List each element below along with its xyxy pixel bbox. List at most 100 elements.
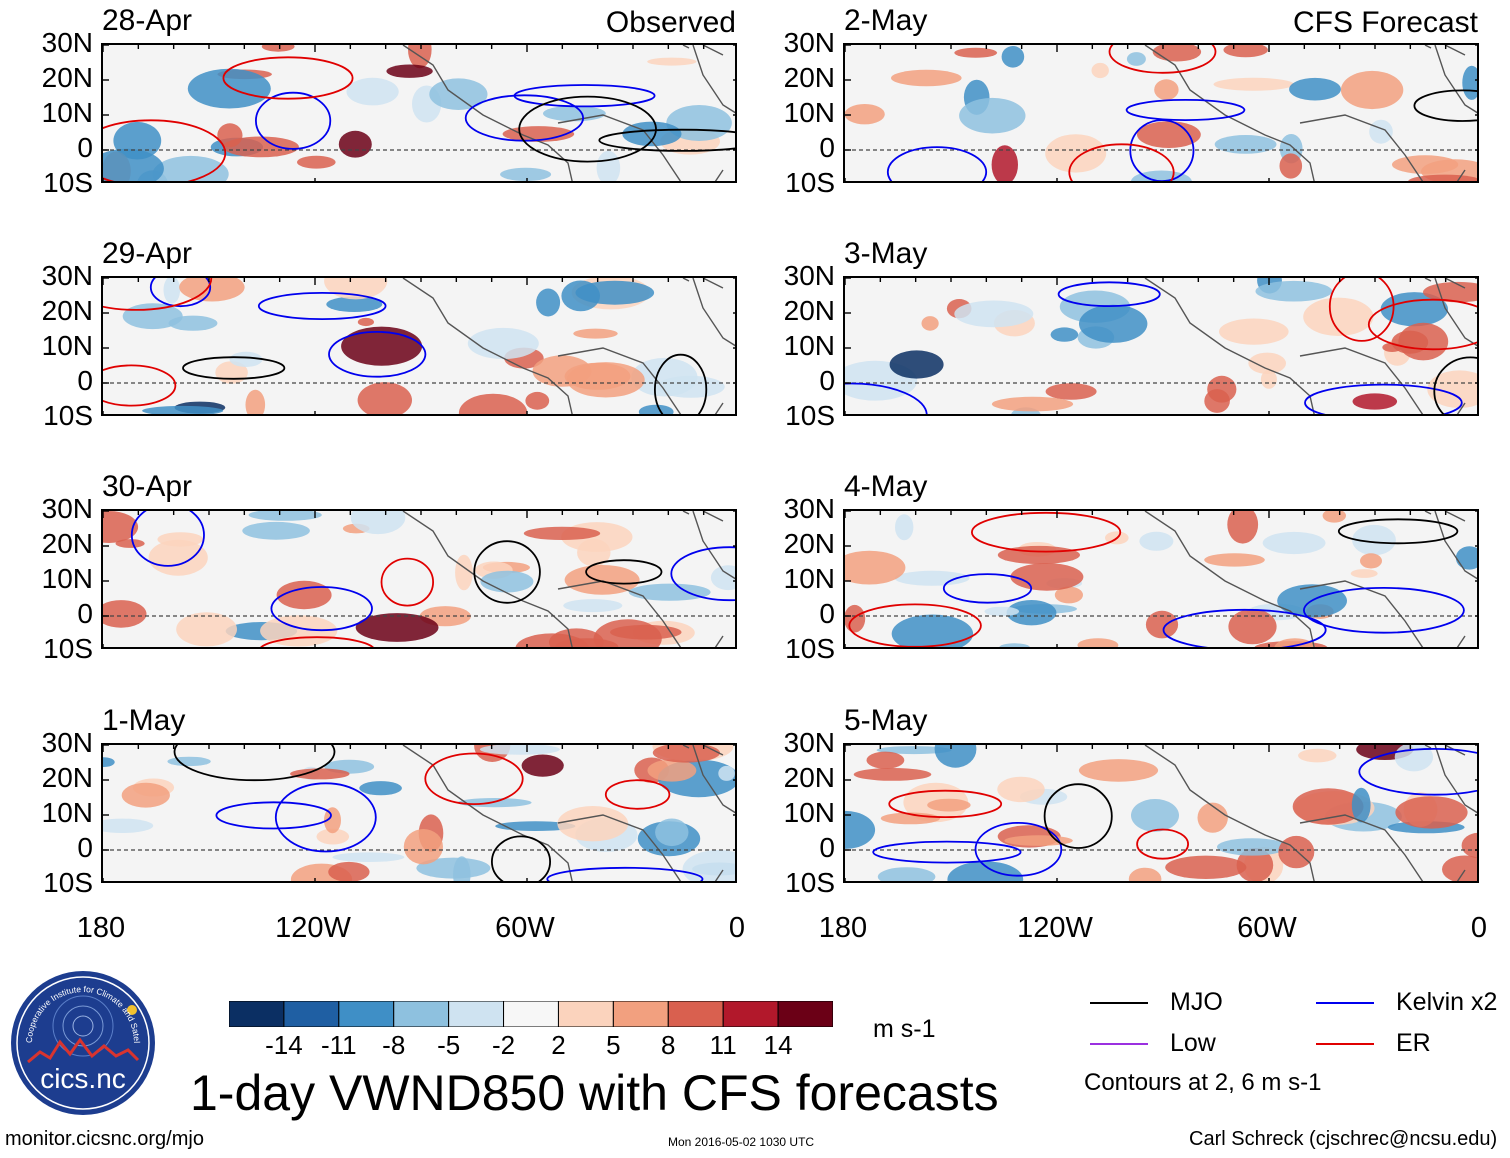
y-tick-label: 0: [77, 598, 93, 629]
anomaly-patch: [1045, 383, 1097, 400]
anomaly-patch: [1001, 46, 1025, 68]
anomaly-patch: [1360, 553, 1382, 569]
y-tick-label: 20N: [41, 528, 93, 559]
anomaly-patch: [152, 155, 229, 181]
anomaly-patch: [954, 47, 998, 58]
anomaly-patch: [157, 532, 204, 547]
anomaly-patch: [357, 382, 412, 414]
coastline: [402, 278, 724, 414]
contour-line: [1337, 518, 1459, 545]
anomaly-patch: [148, 539, 208, 576]
anomaly-patch: [176, 612, 237, 647]
anomaly-patch: [845, 810, 876, 849]
anomaly-patch: [845, 550, 906, 585]
colorbar-tick-label: -2: [491, 1030, 516, 1060]
anomaly-patch: [563, 599, 623, 613]
anomaly-patch: [500, 167, 552, 181]
colorbar-tick-label: -5: [437, 1030, 461, 1060]
map-panel-2-May: [843, 43, 1479, 183]
legend-label: Kelvin x2: [1396, 988, 1498, 1016]
colorbar-tick-label: 14: [763, 1030, 793, 1060]
colorbar-swatch: [557, 1000, 614, 1028]
anomaly-patch: [1352, 393, 1398, 410]
coastline: [402, 45, 724, 181]
anomaly-patch: [1255, 280, 1333, 302]
contour-line: [215, 801, 332, 830]
anomaly-patch: [429, 78, 488, 110]
anomaly-patch: [525, 391, 550, 410]
y-tick-label: 10N: [783, 563, 835, 594]
y-tick-label: 30N: [783, 260, 835, 291]
colorbar-tick-label: -11: [320, 1030, 357, 1060]
contour-line: [1433, 356, 1477, 414]
anomaly-patch: [467, 327, 539, 360]
y-tick-label: 10N: [41, 97, 93, 128]
y-tick-label: 30N: [41, 727, 93, 758]
coastline-africa: [692, 745, 735, 814]
y-tick-label: 20N: [41, 295, 93, 326]
y-tick-label: 30N: [41, 27, 93, 58]
anomaly-patch: [260, 615, 338, 647]
anomaly-patch: [647, 57, 697, 66]
anomaly-patch: [959, 97, 1026, 134]
y-tick-label: 0: [819, 132, 835, 163]
y-tick-label: 10S: [785, 167, 835, 198]
y-tick-label: 10S: [43, 400, 93, 431]
anomaly-patch: [386, 64, 433, 78]
anomaly-patch: [115, 539, 145, 548]
anomaly-patch: [1223, 45, 1268, 58]
legend-swatch-mjo: [1090, 1002, 1148, 1004]
legend-swatch-er: [1316, 1043, 1374, 1045]
anomaly-patch: [1213, 77, 1294, 91]
contour-line: [888, 789, 1003, 819]
contour-line: [546, 866, 704, 881]
map-canvas: [103, 278, 735, 414]
anomaly-patch: [1455, 546, 1477, 570]
anomaly-patch: [103, 757, 115, 767]
contour-line: [222, 56, 354, 100]
contour-line: [598, 128, 735, 152]
y-tick-label: 10N: [41, 330, 93, 361]
panel-date-label: 5-May: [844, 704, 928, 737]
anomaly-patch: [1077, 638, 1119, 647]
y-tick-label: 30N: [783, 493, 835, 524]
anomaly-patch: [346, 77, 399, 106]
contour-line: [255, 91, 332, 150]
anomaly-patch: [1126, 52, 1146, 66]
contour-line: [1162, 608, 1327, 647]
contour-line: [518, 95, 657, 163]
anomaly-patch: [927, 798, 971, 812]
map-panel-29-Apr: [101, 276, 737, 416]
map-canvas: [103, 45, 735, 181]
contour-line: [1358, 748, 1477, 796]
colorbar-tick-label: -8: [382, 1030, 406, 1060]
anomaly-patch: [655, 818, 689, 847]
y-tick-label: 30N: [41, 493, 93, 524]
anomaly-patch: [1427, 370, 1477, 408]
panel-date-label: 28-Apr: [102, 4, 193, 37]
map-panel-4-May: [843, 509, 1479, 649]
column-header-right: CFS Forecast: [1292, 6, 1478, 39]
contour-line: [974, 822, 1063, 877]
anomaly-patch: [163, 278, 181, 304]
anomaly-patch: [453, 856, 471, 881]
anomaly-patch: [1260, 370, 1277, 389]
y-tick-label: 10S: [43, 867, 93, 898]
anomaly-patch: [1139, 531, 1174, 551]
anomaly-patch: [991, 396, 1074, 412]
map-canvas: [103, 745, 735, 881]
legend-label: Low: [1170, 1029, 1216, 1057]
contour-note: Contours at 2, 6 m s-1: [1084, 1069, 1322, 1096]
y-tick-label: 0: [77, 832, 93, 863]
anomaly-patch: [1462, 65, 1477, 100]
panel-date-label: 30-Apr: [102, 470, 193, 503]
contour-line: [260, 636, 374, 647]
contour-line: [491, 835, 551, 881]
anomaly-patch: [416, 857, 491, 879]
anomaly-patch: [1289, 77, 1341, 101]
colorbar-swatches: [228, 1000, 834, 1028]
contour-line: [270, 586, 373, 632]
anomaly-patch: [1262, 531, 1326, 555]
panel-date-label: 1-May: [102, 704, 186, 737]
contour-line: [845, 382, 928, 414]
